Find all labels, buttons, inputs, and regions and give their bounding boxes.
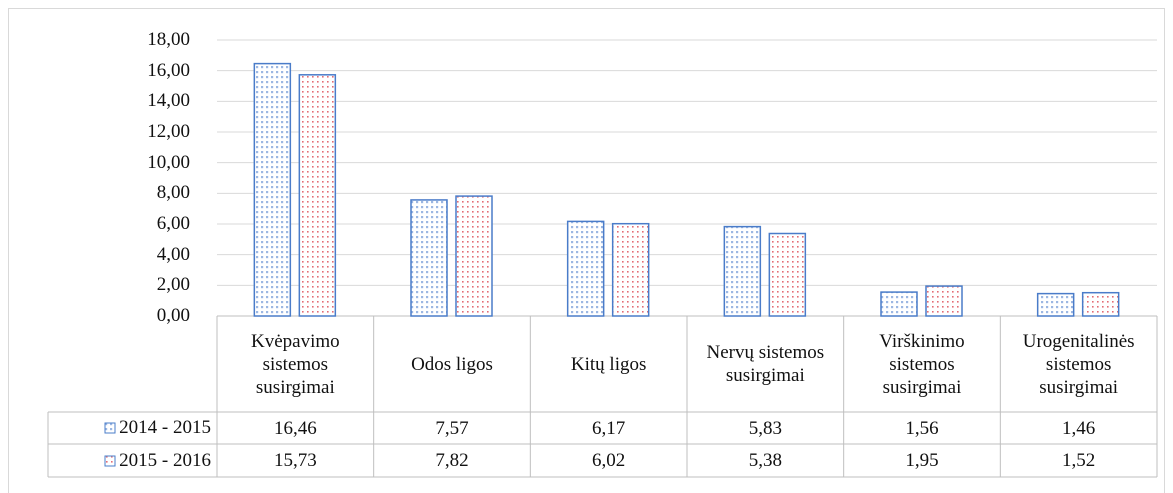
y-tick-label: 14,00 xyxy=(147,90,190,112)
category-label: Virškinimo sistemos susirgimai xyxy=(879,330,965,398)
y-tick-label: 4,00 xyxy=(156,243,190,265)
y-tick-label: 12,00 xyxy=(147,121,190,142)
category-label: Kitų ligos xyxy=(570,353,647,375)
category-label: Urogenitalinės sistemos susirgimai xyxy=(1022,330,1135,398)
category-label: Nervų sistemos susirgimai xyxy=(706,342,825,386)
category-label: Kvėpavimo sistemos susirgimai xyxy=(251,330,340,398)
chart-border xyxy=(8,8,1165,493)
table-value: 7,82 xyxy=(435,450,469,471)
table-value: 5,38 xyxy=(748,450,782,471)
table-value: 6,17 xyxy=(592,417,626,439)
y-tick-label: 0,00 xyxy=(156,305,190,326)
y-tick-label: 10,00 xyxy=(147,151,190,173)
bar xyxy=(611,222,650,317)
bar xyxy=(723,225,762,317)
bar xyxy=(768,232,807,317)
y-tick-label: 16,00 xyxy=(147,59,190,81)
legend-label: 2015 - 2016 xyxy=(119,449,211,471)
table-value: 1,46 xyxy=(1062,417,1096,439)
bar xyxy=(880,291,918,317)
legend-entry: 2015 - 2016 xyxy=(48,444,217,477)
legend-entry: 2014 - 2015 xyxy=(48,412,217,444)
y-tick-label: 8,00 xyxy=(156,182,190,204)
table-value: 1,95 xyxy=(905,450,939,471)
bar xyxy=(410,199,448,317)
bar xyxy=(455,195,493,317)
bar xyxy=(1081,291,1120,317)
y-tick-label: 2,00 xyxy=(156,274,190,296)
category-label: Odos ligos xyxy=(411,353,493,375)
legend-label: 2014 - 2015 xyxy=(119,417,211,438)
bar xyxy=(253,62,292,317)
y-tick-label: 18,00 xyxy=(147,29,190,50)
legend-key xyxy=(104,455,116,466)
bar xyxy=(1036,292,1075,317)
bar xyxy=(298,74,337,317)
legend-swatch xyxy=(104,455,116,466)
table-value: 1,52 xyxy=(1062,450,1096,471)
y-tick-label: 6,00 xyxy=(156,213,190,234)
table-value: 16,46 xyxy=(273,417,317,439)
table-value: 15,73 xyxy=(273,450,317,471)
table-value: 5,83 xyxy=(748,417,782,439)
table-value: 7,57 xyxy=(435,417,469,439)
bar xyxy=(566,220,605,317)
table-value: 6,02 xyxy=(592,450,626,471)
table-value: 1,56 xyxy=(905,417,939,439)
legend-swatch xyxy=(104,422,116,434)
bar xyxy=(925,285,963,317)
legend-key xyxy=(104,422,116,434)
